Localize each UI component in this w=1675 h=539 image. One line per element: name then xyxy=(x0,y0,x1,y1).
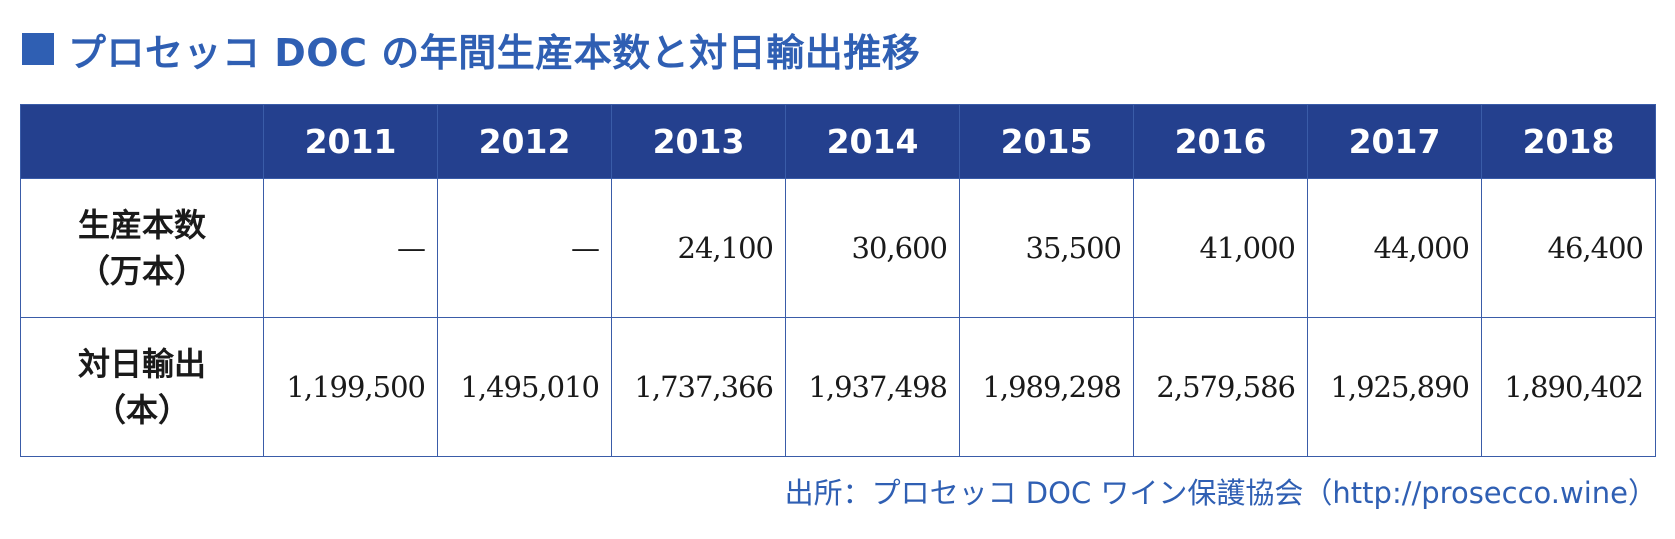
header-cell-year: 2013 xyxy=(611,104,786,179)
header-cell-year: 2016 xyxy=(1133,104,1308,179)
table-cell: 1,737,366 xyxy=(611,317,786,457)
table-cell: 1,937,498 xyxy=(785,317,960,457)
row-label-export-japan: 対日輸出 （本） xyxy=(20,317,264,457)
table-cell: 44,000 xyxy=(1307,178,1482,318)
row-label-line: 生産本数 xyxy=(77,205,206,244)
data-table: 2011 2012 2013 2014 2015 2016 2017 2018 … xyxy=(20,104,1656,457)
table-cell: 1,925,890 xyxy=(1307,317,1482,457)
table-cell: 1,890,402 xyxy=(1481,317,1656,457)
table-cell: 2,579,586 xyxy=(1133,317,1308,457)
row-label-production: 生産本数 （万本） xyxy=(20,178,264,318)
row-label-unit: （本） xyxy=(93,391,190,429)
table-cell: — xyxy=(263,178,438,318)
header-cell-year: 2014 xyxy=(785,104,960,179)
header-cell-year: 2012 xyxy=(437,104,612,179)
row-label-line: 対日輸出 xyxy=(77,344,206,383)
header-cell-year: 2011 xyxy=(263,104,438,179)
table-cell: 24,100 xyxy=(611,178,786,318)
square-bullet-icon xyxy=(22,33,54,65)
header-cell-corner xyxy=(20,104,264,179)
page-title: プロセッコ DOC の年間生産本数と対日輸出推移 xyxy=(68,30,921,75)
row-label-unit: （万本） xyxy=(77,252,206,290)
source-note: 出所：プロセッコ DOC ワイン保護協会（http://prosecco.win… xyxy=(784,476,1657,510)
table-cell: 1,989,298 xyxy=(959,317,1134,457)
table-row-production: 生産本数 （万本） — — 24,100 30,600 35,500 41,00… xyxy=(20,178,1656,318)
header-cell-year: 2017 xyxy=(1307,104,1482,179)
table-cell: — xyxy=(437,178,612,318)
table-cell: 1,495,010 xyxy=(437,317,612,457)
table-cell: 35,500 xyxy=(959,178,1134,318)
table-cell: 41,000 xyxy=(1133,178,1308,318)
header-row: 2011 2012 2013 2014 2015 2016 2017 2018 xyxy=(20,104,1656,179)
header-cell-year: 2018 xyxy=(1481,104,1656,179)
table-cell: 30,600 xyxy=(785,178,960,318)
table-cell: 1,199,500 xyxy=(263,317,438,457)
table-cell: 46,400 xyxy=(1481,178,1656,318)
header-cell-year: 2015 xyxy=(959,104,1134,179)
table-header: 2011 2012 2013 2014 2015 2016 2017 2018 xyxy=(20,104,1656,179)
table-row-export-japan: 対日輸出 （本） 1,199,500 1,495,010 1,737,366 1… xyxy=(20,317,1656,457)
title-row: プロセッコ DOC の年間生産本数と対日輸出推移 xyxy=(22,22,920,76)
